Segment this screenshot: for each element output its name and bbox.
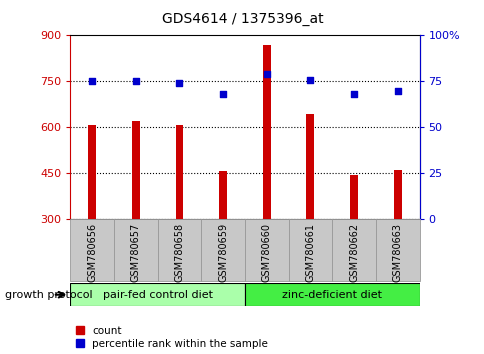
Point [262, 71, 270, 77]
Point [175, 80, 183, 86]
Text: GSM780656: GSM780656 [87, 223, 97, 282]
Bar [306, 114, 314, 219]
Bar [201, 219, 244, 281]
Text: growth protocol: growth protocol [5, 290, 92, 300]
Text: GSM780658: GSM780658 [174, 223, 184, 282]
Bar [114, 219, 157, 281]
Text: GSM780659: GSM780659 [218, 223, 227, 282]
Point [393, 88, 401, 93]
Point [132, 79, 139, 84]
Bar [375, 219, 419, 281]
Bar [132, 121, 139, 219]
Bar [219, 171, 227, 219]
Bar [262, 45, 270, 219]
Bar [175, 125, 183, 219]
Bar [70, 283, 244, 306]
Legend: count, percentile rank within the sample: count, percentile rank within the sample [76, 326, 268, 349]
Text: GSM780660: GSM780660 [261, 223, 271, 281]
Bar [70, 219, 114, 281]
Bar [88, 125, 96, 219]
Bar [244, 283, 419, 306]
Bar [349, 175, 357, 219]
Bar [244, 219, 288, 281]
Bar [288, 219, 332, 281]
Text: GSM780657: GSM780657 [131, 223, 140, 282]
Text: GSM780663: GSM780663 [392, 223, 402, 281]
Bar [157, 219, 201, 281]
Text: zinc-deficient diet: zinc-deficient diet [282, 290, 381, 300]
Bar [332, 219, 375, 281]
Point [219, 91, 227, 97]
Text: GDS4614 / 1375396_at: GDS4614 / 1375396_at [161, 12, 323, 27]
Text: pair-fed control diet: pair-fed control diet [103, 290, 212, 300]
Text: GSM780661: GSM780661 [305, 223, 315, 281]
Text: GSM780662: GSM780662 [348, 223, 358, 282]
Bar [393, 170, 401, 219]
Point [306, 77, 314, 82]
Point [88, 79, 96, 84]
Point [349, 91, 357, 97]
